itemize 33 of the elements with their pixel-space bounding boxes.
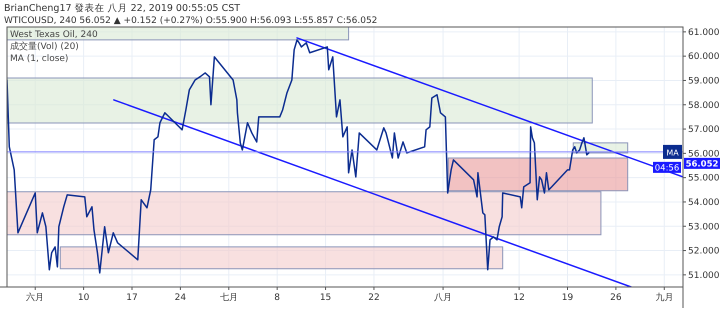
- y-tick-label: 55.000: [688, 174, 720, 184]
- annotation: MA (1, close): [10, 54, 68, 64]
- y-tick-label: 53.000: [688, 222, 720, 232]
- x-tick-label: 24: [174, 293, 186, 303]
- x-tick-label: 15: [320, 293, 332, 303]
- y-tick-label: 54.000: [688, 198, 720, 208]
- y-tick-label: 52.000: [688, 246, 720, 257]
- y-tick-label: 57.000: [688, 125, 720, 136]
- text: 56.052: [686, 159, 718, 170]
- x-tick-label: 九月: [655, 292, 674, 303]
- y-tick-label: 56.000: [688, 149, 720, 160]
- x-tick-label: 12: [513, 293, 525, 303]
- ref-line-label: MA: [666, 148, 680, 158]
- x-tick-label: 八月: [434, 292, 452, 303]
- y-tick-label: 58.000: [688, 100, 720, 111]
- x-tick-label: 七月: [220, 292, 238, 303]
- y-tick-label: 61.000: [688, 28, 720, 38]
- y-tick-label: 51.000: [688, 270, 720, 281]
- x-tick-label: 19: [562, 293, 574, 303]
- x-tick-label: 17: [126, 293, 138, 303]
- x-tick-label: 26: [610, 293, 622, 303]
- x-tick-label: 10: [78, 293, 90, 303]
- y-tick-label: 59.000: [688, 76, 720, 86]
- chart-title: BrianCheng17 發表在 八月 22, 2019 00:55:05 CST: [4, 2, 240, 14]
- x-tick-label: 22: [368, 293, 380, 303]
- annotation: West Texas Oil, 240: [10, 30, 98, 40]
- y-tick-label: 60.000: [688, 52, 720, 62]
- annotation: 成交量(Vol) (20): [10, 41, 79, 52]
- x-tick-label: 六月: [26, 292, 44, 303]
- x-tick-label: 8: [274, 293, 280, 303]
- chart-subtitle: WTICOUSD, 240 56.052 ▲ +0.152 (+0.27%) O:55.900 H:56.093 L:55.857 C:56.052: [4, 16, 378, 26]
- line-series: [7, 39, 590, 274]
- annotation: 04:56: [654, 163, 680, 174]
